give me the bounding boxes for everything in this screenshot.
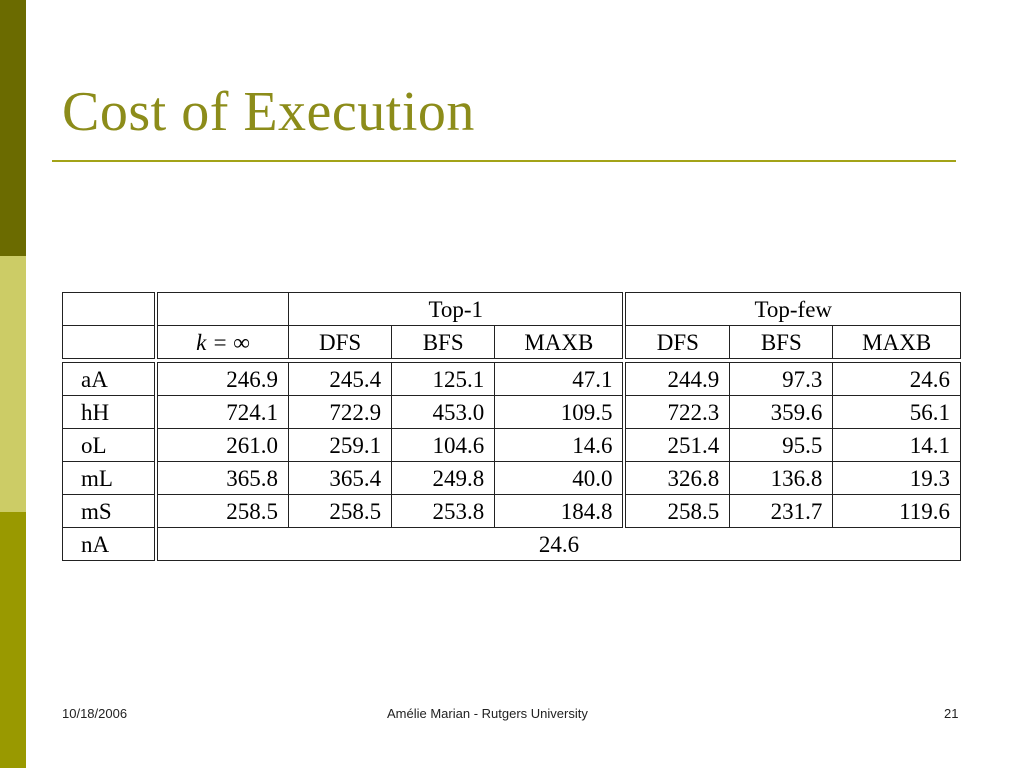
group-header-row: Top-1 Top-few [62,292,962,326]
value-cell: 125.1 [391,362,496,396]
footer-author: Amélie Marian - Rutgers University [387,706,588,721]
value-cell: 184.8 [494,494,625,528]
sidebar-segment-dark [0,0,26,256]
sidebar-segment-light [0,256,26,512]
row-label: aA [62,362,157,396]
column-header-bfs: BFS [391,325,496,359]
value-cell: 104.6 [391,428,496,462]
value-cell: 365.8 [154,461,289,495]
value-cell: 724.1 [154,395,289,429]
value-cell: 14.6 [494,428,625,462]
merged-value-cell: 24.6 [154,527,961,561]
sidebar-decoration [0,0,26,768]
column-header-maxb: MAXB [494,325,625,359]
slide-title: Cost of Execution [62,81,475,143]
value-cell: 244.9 [622,362,731,396]
row-label: mS [62,494,157,528]
column-header-dfs: DFS [287,325,393,359]
row-label: oL [62,428,157,462]
table-row: nA 24.6 [62,527,961,561]
group-header-topfew: Top-few [622,292,962,326]
corner-cell [62,292,157,326]
row-label: nA [62,527,157,561]
column-header-k: k = ∞ [154,325,289,359]
value-cell: 365.4 [287,461,393,495]
footer-page-number: 21 [944,706,959,721]
column-header-bfs: BFS [729,325,834,359]
results-table: Top-1 Top-few k = ∞ DFS BFS MAXB DFS BFS… [62,292,962,561]
corner-cell [62,325,157,359]
value-cell: 47.1 [494,362,625,396]
value-cell: 14.1 [832,428,961,462]
value-cell: 258.5 [622,494,731,528]
table-row: mS 258.5 258.5 253.8 184.8 258.5 231.7 119.6 [62,494,961,528]
table-row: aA 246.9 245.4 125.1 47.1 244.9 97.3 24.6 [62,362,961,396]
value-cell: 722.3 [622,395,731,429]
value-cell: 245.4 [287,362,393,396]
value-cell: 259.1 [287,428,393,462]
value-cell: 251.4 [622,428,731,462]
value-cell: 326.8 [622,461,731,495]
value-cell: 95.5 [729,428,834,462]
value-cell: 40.0 [494,461,625,495]
value-cell: 253.8 [391,494,496,528]
value-cell: 231.7 [729,494,834,528]
row-label: hH [62,395,157,429]
value-cell: 119.6 [832,494,961,528]
value-cell: 97.3 [729,362,834,396]
column-header-dfs: DFS [622,325,731,359]
value-cell: 24.6 [832,362,961,396]
value-cell: 453.0 [391,395,496,429]
value-cell: 249.8 [391,461,496,495]
value-cell: 246.9 [154,362,289,396]
footer-date: 10/18/2006 [62,706,128,721]
column-header-maxb: MAXB [832,325,961,359]
value-cell: 258.5 [154,494,289,528]
value-cell: 261.0 [154,428,289,462]
value-cell: 19.3 [832,461,961,495]
value-cell: 722.9 [287,395,393,429]
corner-cell-k [154,292,289,326]
table-row: hH 724.1 722.9 453.0 109.5 722.3 359.6 56.1 [62,395,961,429]
value-cell: 359.6 [729,395,834,429]
table-row: oL 261.0 259.1 104.6 14.6 251.4 95.5 14.1 [62,428,961,462]
group-header-top1: Top-1 [288,292,625,326]
value-cell: 56.1 [832,395,961,429]
title-underline [52,160,956,162]
column-header-row: k = ∞ DFS BFS MAXB DFS BFS MAXB [62,325,961,359]
table-row: mL 365.8 365.4 249.8 40.0 326.8 136.8 19.3 [62,461,961,495]
value-cell: 109.5 [494,395,625,429]
value-cell: 258.5 [287,494,393,528]
table-body: aA 246.9 245.4 125.1 47.1 244.9 97.3 24.6 hH 724.… [62,362,961,528]
value-cell: 136.8 [729,461,834,495]
row-label: mL [62,461,157,495]
sidebar-segment-mid [0,512,26,768]
